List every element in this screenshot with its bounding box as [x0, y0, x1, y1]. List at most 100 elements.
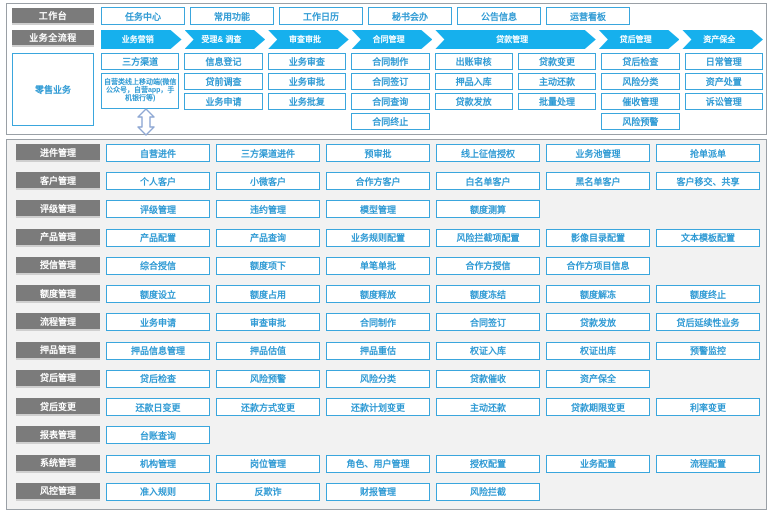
quick-link-button[interactable]: 工作日历 [279, 7, 363, 25]
process-item[interactable]: 资产处置 [684, 73, 763, 90]
module-item-button[interactable]: 额度终止 [656, 285, 760, 304]
module-item-button[interactable]: 业务申请 [106, 313, 210, 332]
module-item-button[interactable]: 风险拦截 [436, 482, 540, 501]
module-item-button[interactable]: 贷后延续性业务 [656, 313, 760, 332]
module-item-button[interactable]: 文本模板配置 [656, 228, 760, 247]
module-item-button[interactable]: 业务配置 [546, 454, 650, 473]
module-item-button[interactable]: 综合授信 [106, 256, 210, 275]
module-item-button[interactable]: 产品查询 [216, 228, 320, 247]
module-item-button[interactable]: 预警监控 [656, 341, 760, 360]
process-item[interactable]: 催收管理 [601, 93, 680, 110]
process-item[interactable]: 合同查询 [351, 93, 430, 110]
process-stage-chevron[interactable]: 受理& 调查 [185, 30, 266, 49]
process-item[interactable]: 批量处理 [517, 93, 597, 110]
module-item-button[interactable]: 权证入库 [436, 341, 540, 360]
module-item-button[interactable]: 额度释放 [326, 285, 430, 304]
module-item-button[interactable]: 自营进件 [106, 144, 210, 162]
module-item-button[interactable]: 贷款催收 [436, 369, 540, 388]
process-item[interactable]: 主动还款 [517, 73, 597, 90]
module-item-button[interactable]: 押品信息管理 [106, 341, 210, 360]
module-item-button[interactable]: 业务池管理 [546, 144, 650, 162]
module-item-button[interactable]: 客户移交、共享 [656, 172, 760, 191]
process-item[interactable]: 诉讼管理 [684, 93, 763, 110]
module-item-button[interactable]: 违约管理 [216, 200, 320, 219]
process-stage-chevron[interactable]: 合同管理 [352, 30, 433, 49]
process-item[interactable]: 业务申请 [184, 93, 263, 110]
module-item-button[interactable]: 额度占用 [216, 285, 320, 304]
process-item[interactable]: 贷后检查 [601, 53, 680, 70]
process-stage-chevron[interactable]: 业务营销 [101, 30, 182, 49]
module-item-button[interactable]: 合作方客户 [326, 172, 430, 191]
module-item-button[interactable]: 额度设立 [106, 285, 210, 304]
module-item-button[interactable]: 抢单派单 [656, 144, 760, 162]
module-item-button[interactable]: 权证出库 [546, 341, 650, 360]
module-item-button[interactable]: 财报管理 [326, 482, 430, 501]
process-item[interactable]: 出账审核 [434, 53, 513, 70]
module-item-button[interactable]: 产品配置 [106, 228, 210, 247]
module-item-button[interactable]: 流程配置 [656, 454, 760, 473]
module-item-button[interactable]: 准入规则 [106, 482, 210, 501]
module-item-button[interactable]: 预审批 [326, 144, 430, 162]
module-item-button[interactable]: 反欺诈 [216, 482, 320, 501]
module-item-button[interactable]: 押品估值 [216, 341, 320, 360]
module-item-button[interactable]: 押品重估 [326, 341, 430, 360]
process-item[interactable]: 风险预警 [601, 113, 680, 130]
module-item-button[interactable]: 还款计划变更 [326, 398, 430, 417]
process-item[interactable]: 三方渠道 [101, 53, 180, 70]
module-item-button[interactable]: 个人客户 [106, 172, 210, 191]
module-item-button[interactable]: 利率变更 [656, 398, 760, 417]
module-item-button[interactable]: 角色、用户管理 [326, 454, 430, 473]
process-item[interactable]: 押品入库 [434, 73, 513, 90]
process-item[interactable]: 贷前调查 [184, 73, 263, 90]
process-item[interactable]: 贷款发放 [434, 93, 513, 110]
process-stage-chevron[interactable]: 资产保全 [682, 30, 763, 49]
module-item-button[interactable]: 线上征信授权 [436, 144, 540, 162]
quick-link-button[interactable]: 运营看板 [546, 7, 630, 25]
process-item[interactable]: 日常管理 [684, 53, 763, 70]
process-item[interactable]: 业务审批 [267, 73, 347, 90]
module-item-button[interactable]: 岗位管理 [216, 454, 320, 473]
process-item[interactable]: 信息登记 [184, 53, 263, 70]
module-item-button[interactable]: 还款方式变更 [216, 398, 320, 417]
module-item-button[interactable]: 额度测算 [436, 200, 540, 219]
process-item[interactable]: 业务审查 [267, 53, 347, 70]
module-item-button[interactable]: 贷款期限变更 [546, 398, 650, 417]
module-item-button[interactable]: 合作方项目信息 [546, 256, 650, 275]
module-item-button[interactable]: 还款日变更 [106, 398, 210, 417]
process-item[interactable]: 合同签订 [351, 73, 430, 90]
quick-link-button[interactable]: 公告信息 [457, 7, 541, 25]
module-item-button[interactable]: 三方渠道进件 [216, 144, 320, 162]
module-item-button[interactable]: 单笔单批 [326, 256, 430, 275]
module-item-button[interactable]: 业务规则配置 [326, 228, 430, 247]
module-item-button[interactable]: 贷款发放 [546, 313, 650, 332]
quick-link-button[interactable]: 常用功能 [190, 7, 274, 25]
module-item-button[interactable]: 风险预警 [216, 369, 320, 388]
module-item-button[interactable]: 台账查询 [106, 426, 210, 445]
process-stage-chevron[interactable]: 审查审批 [268, 30, 349, 49]
quick-link-button[interactable]: 秘书会办 [368, 7, 452, 25]
process-stage-chevron[interactable]: 贷后管理 [599, 30, 680, 49]
quick-link-button[interactable]: 任务中心 [101, 7, 185, 25]
process-stage-chevron[interactable]: 贷款管理 [435, 30, 595, 49]
module-item-button[interactable]: 机构管理 [106, 454, 210, 473]
process-item[interactable]: 合同制作 [351, 53, 430, 70]
module-item-button[interactable]: 黑名单客户 [546, 172, 650, 191]
module-item-button[interactable]: 额度冻结 [436, 285, 540, 304]
module-item-button[interactable]: 资产保全 [546, 369, 650, 388]
process-item[interactable]: 自营类线上移动端(微信公众号，自营app，手机银行等) [101, 73, 180, 109]
module-item-button[interactable]: 风险分类 [326, 369, 430, 388]
process-item[interactable]: 合同终止 [351, 113, 430, 130]
module-item-button[interactable]: 白名单客户 [436, 172, 540, 191]
module-item-button[interactable]: 模型管理 [326, 200, 430, 219]
module-item-button[interactable]: 审查审批 [216, 313, 320, 332]
module-item-button[interactable]: 风险拦截项配置 [436, 228, 540, 247]
process-item[interactable]: 业务批复 [267, 93, 347, 110]
module-item-button[interactable]: 额度解冻 [546, 285, 650, 304]
process-item[interactable]: 风险分类 [601, 73, 680, 90]
module-item-button[interactable]: 贷后检查 [106, 369, 210, 388]
module-item-button[interactable]: 小微客户 [216, 172, 320, 191]
process-item[interactable]: 贷款变更 [517, 53, 597, 70]
module-item-button[interactable]: 主动还款 [436, 398, 540, 417]
module-item-button[interactable]: 合同制作 [326, 313, 430, 332]
module-item-button[interactable]: 合作方授信 [436, 256, 540, 275]
